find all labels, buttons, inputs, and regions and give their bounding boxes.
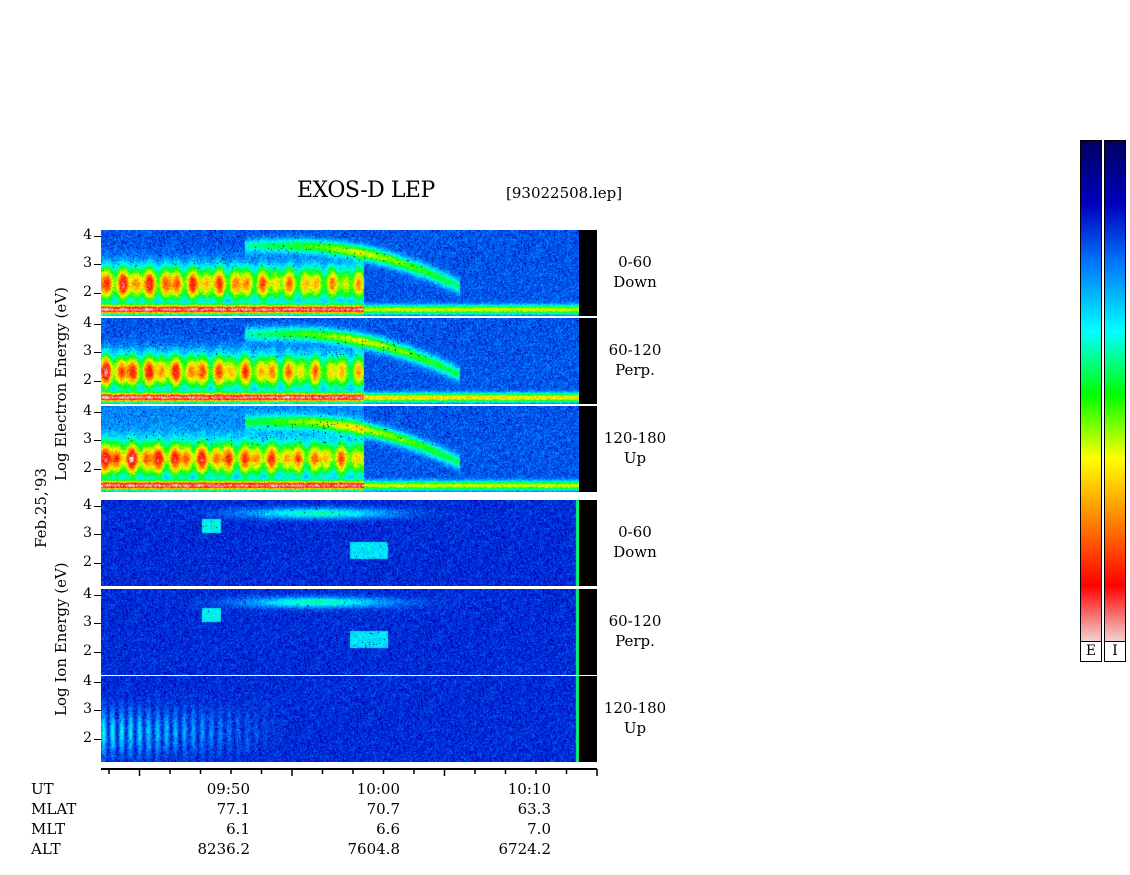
time-row-name: MLT (31, 820, 66, 838)
ion-panel-perp (101, 589, 597, 675)
pitch-angle-range: 120-180 (603, 429, 667, 447)
channel-label: 60-120 Perp. (600, 611, 670, 651)
direction-label: Up (623, 449, 647, 467)
spectrogram-canvas (101, 500, 597, 586)
time-row-name: MLAT (31, 800, 77, 818)
time-row-value: 70.7 (366, 800, 400, 818)
spectrogram-canvas (101, 676, 597, 762)
y-tick-mark (94, 681, 101, 683)
y-tick-label: 4 (83, 226, 92, 243)
time-row-value: 10:00 (356, 780, 400, 798)
y-tick-label: 3 (83, 343, 92, 360)
y-tick-mark (94, 534, 101, 536)
panel-data-gap (579, 676, 597, 762)
direction-label: Down (613, 543, 657, 561)
time-row-name: ALT (31, 840, 61, 858)
electron-panel-down (101, 230, 597, 316)
y-tick-label: 2 (83, 730, 92, 747)
electron-panel-up (101, 406, 597, 492)
direction-label: Perp. (615, 361, 655, 379)
direction-label: Perp. (615, 632, 655, 650)
panel-data-gap (579, 589, 597, 675)
y-tick-label: 4 (83, 496, 92, 513)
spectrogram-canvas (101, 230, 597, 316)
y-tick-mark (94, 710, 101, 712)
y-tick-mark (94, 293, 101, 295)
time-axis (101, 768, 598, 776)
ion-axis-label: Log Ion Energy (eV) (52, 562, 70, 716)
pitch-angle-range: 60-120 (608, 612, 662, 630)
y-tick-mark (94, 594, 101, 596)
time-row-value: 77.1 (216, 800, 250, 818)
y-tick-mark (94, 235, 101, 237)
y-tick-mark (94, 505, 101, 507)
ion-colorbar-label: I (1104, 641, 1126, 662)
time-row-value: 10:10 (507, 780, 551, 798)
time-row-value: 09:50 (206, 780, 250, 798)
y-tick-label: 4 (83, 585, 92, 602)
ion-panel-up (101, 676, 597, 762)
pitch-angle-range: 0-60 (618, 523, 652, 541)
direction-label: Up (623, 719, 647, 737)
y-tick-label: 3 (83, 431, 92, 448)
date-label: Feb.25,'93 (32, 468, 50, 548)
time-row-value: 8236.2 (197, 840, 251, 858)
channel-label: 120-180 Up (600, 428, 670, 468)
time-row-value: 63.3 (517, 800, 551, 818)
spectrogram-canvas (101, 406, 597, 492)
y-tick-mark (94, 381, 101, 383)
y-tick-mark (94, 652, 101, 654)
y-tick-label: 2 (83, 372, 92, 389)
panel-data-gap (579, 230, 597, 316)
y-tick-label: 3 (83, 255, 92, 272)
y-tick-label: 4 (83, 672, 92, 689)
y-tick-label: 3 (83, 614, 92, 631)
y-tick-mark (94, 563, 101, 565)
filename-label: [93022508.lep] (506, 184, 623, 202)
spectrogram-canvas (101, 589, 597, 675)
time-row-name: UT (31, 780, 54, 798)
panel-data-gap (579, 406, 597, 492)
electron-colorbar-label: E (1080, 641, 1102, 662)
channel-label: 60-120 Perp. (600, 340, 670, 380)
time-row-value: 6.6 (376, 820, 400, 838)
y-tick-label: 2 (83, 460, 92, 477)
pitch-angle-range: 60-120 (608, 341, 662, 359)
time-row-value: 6724.2 (498, 840, 552, 858)
pitch-angle-range: 120-180 (603, 699, 667, 717)
y-tick-mark (94, 411, 101, 413)
y-tick-label: 4 (83, 314, 92, 331)
channel-label: 0-60 Down (600, 252, 670, 292)
panel-data-gap (579, 500, 597, 586)
panel-data-gap (579, 318, 597, 404)
electron-panel-perp (101, 318, 597, 404)
ion-panel-down (101, 500, 597, 586)
y-tick-mark (94, 469, 101, 471)
y-tick-label: 3 (83, 701, 92, 718)
y-tick-label: 3 (83, 525, 92, 542)
y-tick-mark (94, 739, 101, 741)
electron-colorbar (1080, 140, 1102, 650)
y-tick-label: 2 (83, 554, 92, 571)
chart-title: EXOS-D LEP (297, 178, 435, 203)
ion-colorbar (1104, 140, 1126, 650)
y-tick-label: 2 (83, 643, 92, 660)
y-tick-mark (94, 264, 101, 266)
channel-label: 0-60 Down (600, 522, 670, 562)
direction-label: Down (613, 273, 657, 291)
channel-label: 120-180 Up (600, 698, 670, 738)
y-tick-label: 2 (83, 284, 92, 301)
y-tick-mark (94, 440, 101, 442)
time-row-value: 6.1 (226, 820, 250, 838)
time-row-value: 7604.8 (347, 840, 401, 858)
y-tick-mark (94, 323, 101, 325)
y-tick-mark (94, 352, 101, 354)
electron-axis-label: Log Electron Energy (eV) (52, 287, 70, 481)
y-tick-label: 4 (83, 402, 92, 419)
time-row-value: 7.0 (527, 820, 551, 838)
pitch-angle-range: 0-60 (618, 253, 652, 271)
y-tick-mark (94, 623, 101, 625)
spectrogram-canvas (101, 318, 597, 404)
